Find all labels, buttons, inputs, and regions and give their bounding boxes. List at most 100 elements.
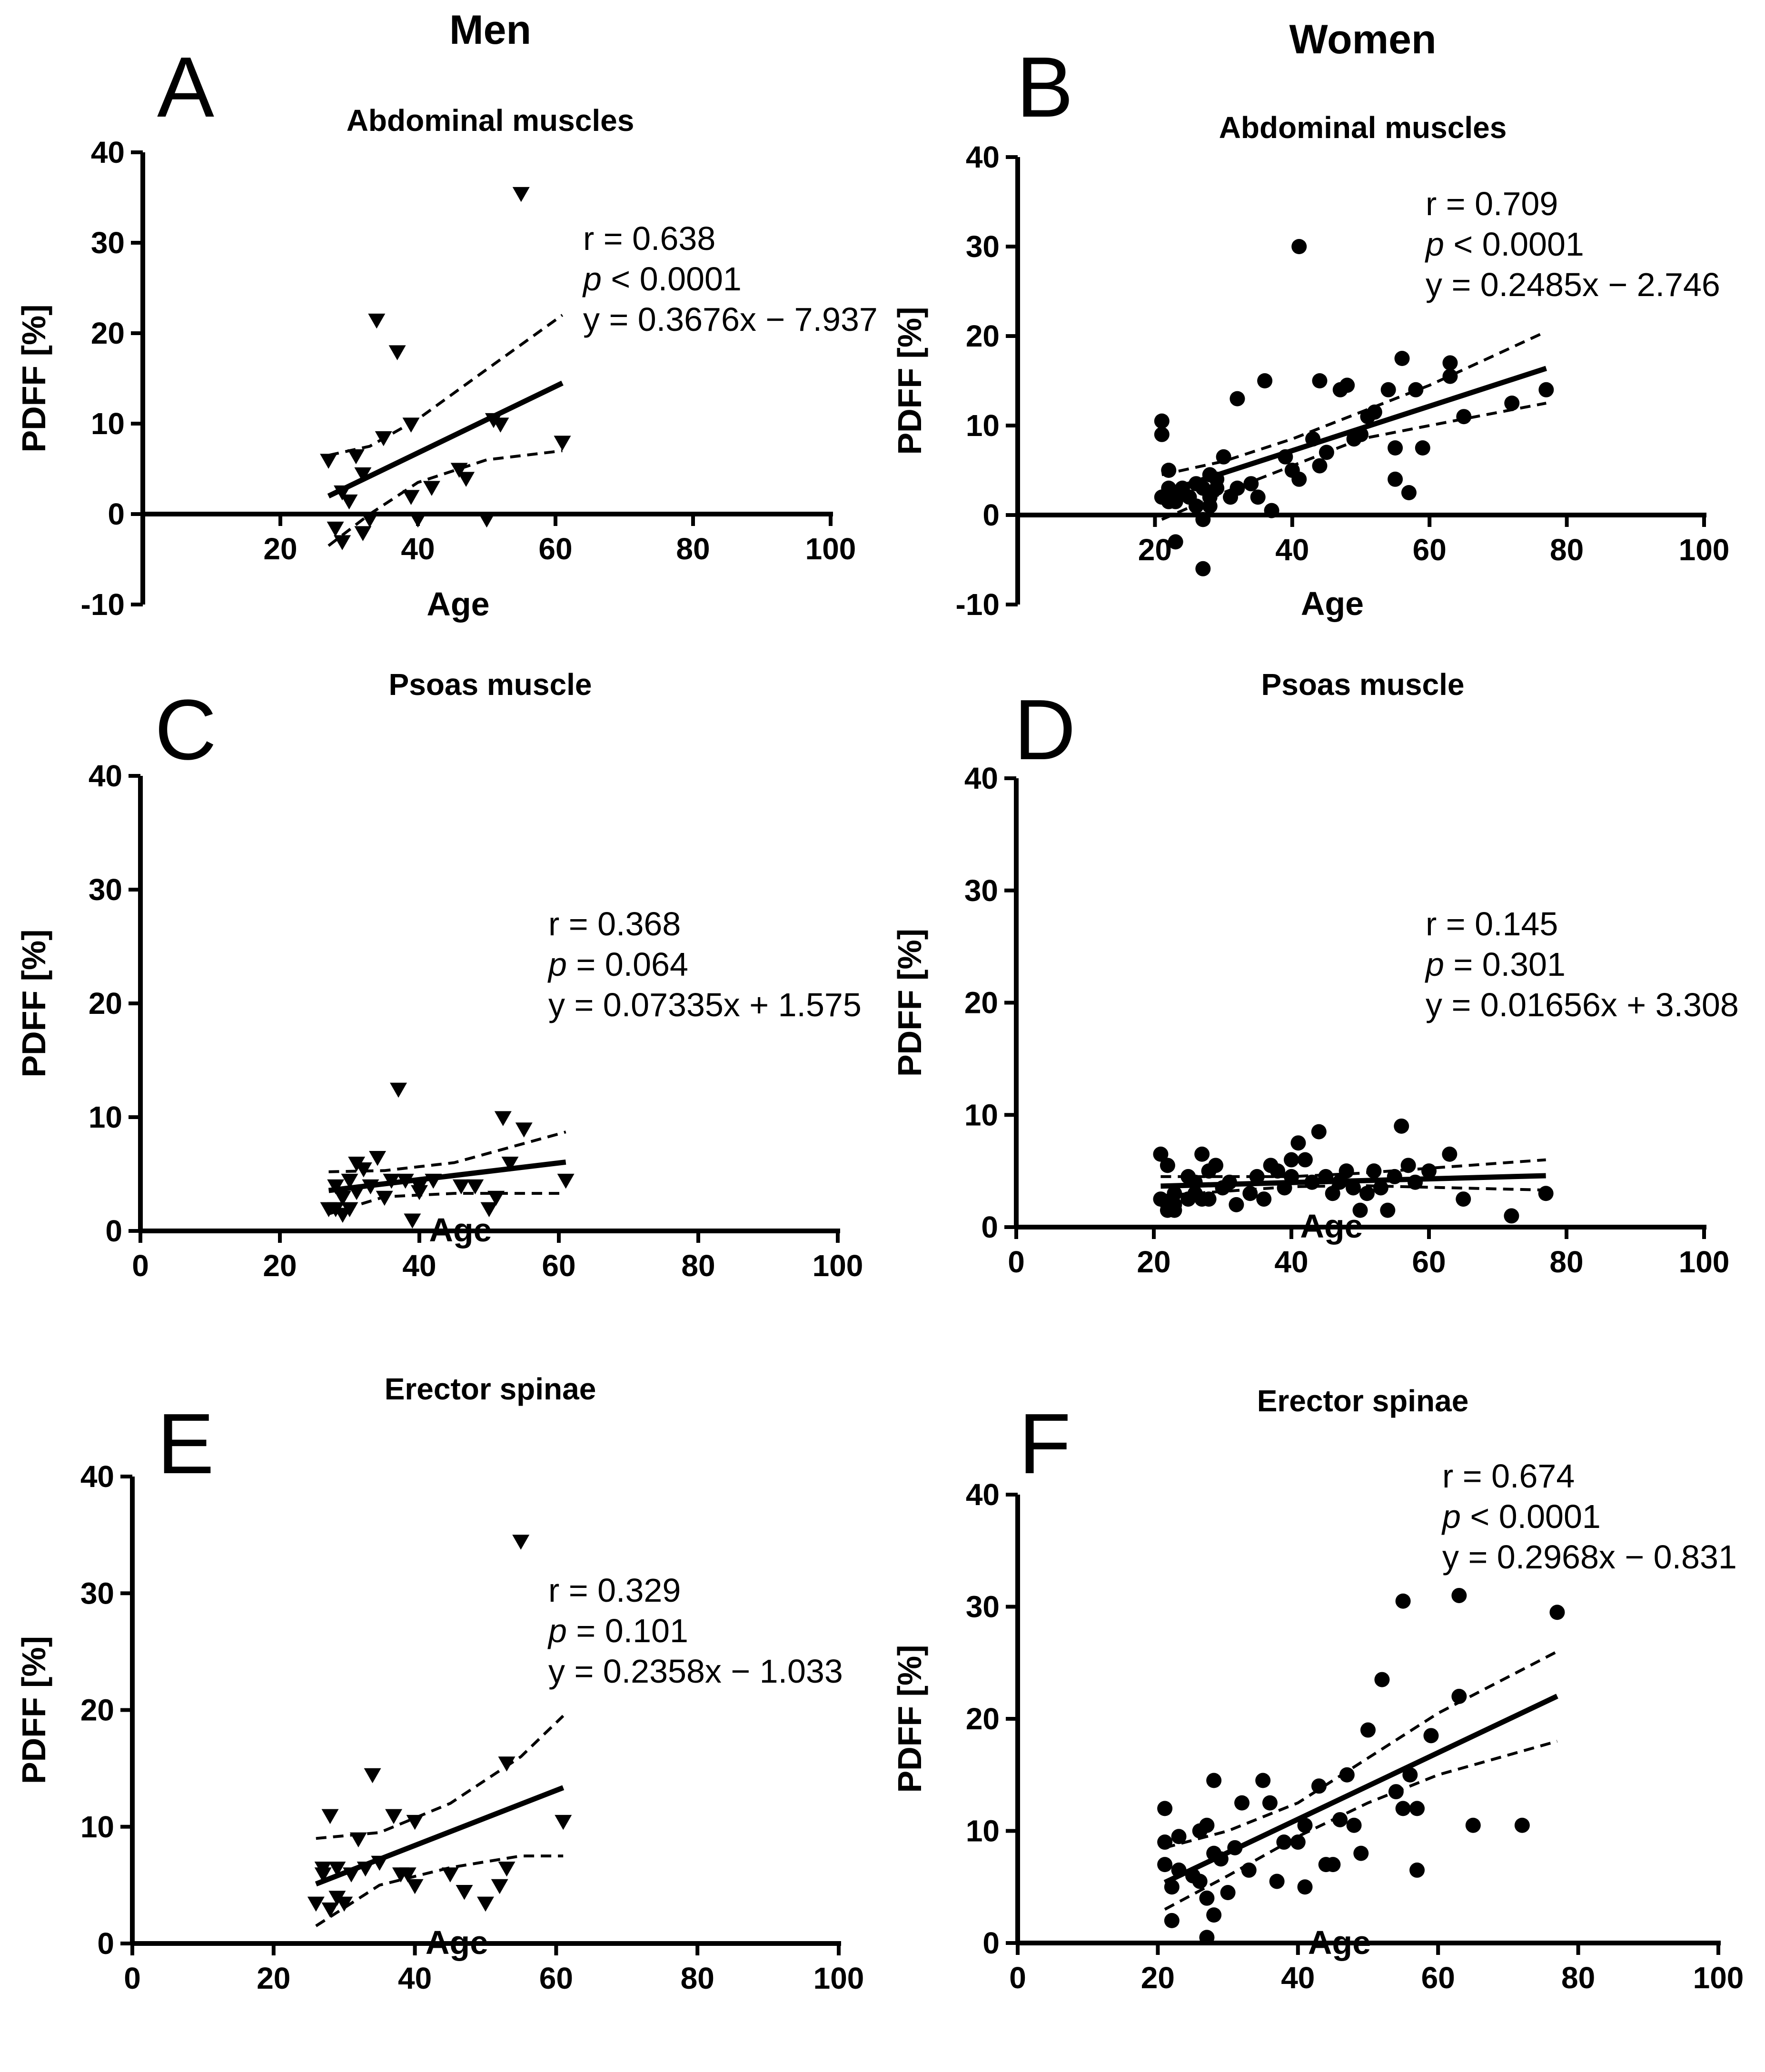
data-point bbox=[321, 1902, 339, 1918]
y-tick-label: 30 bbox=[966, 1590, 1000, 1624]
data-point bbox=[385, 1809, 403, 1824]
y-tick-label: -10 bbox=[81, 587, 125, 622]
data-point bbox=[1456, 1191, 1471, 1207]
data-point bbox=[402, 490, 420, 505]
data-point bbox=[1187, 1174, 1203, 1190]
data-point bbox=[491, 1879, 508, 1894]
x-tick-label: 20 bbox=[1137, 1245, 1170, 1279]
data-point bbox=[1213, 1851, 1229, 1867]
data-point bbox=[512, 187, 530, 202]
data-point bbox=[1164, 1879, 1180, 1895]
data-point bbox=[1199, 1817, 1215, 1833]
y-axis-title: PDFF [%] bbox=[15, 929, 52, 1077]
ci-upper-band bbox=[328, 1130, 566, 1173]
data-point bbox=[1227, 1840, 1243, 1855]
data-point bbox=[1249, 1169, 1265, 1184]
stat-equation: y = 0.2968x − 0.831 bbox=[1442, 1538, 1737, 1576]
data-point bbox=[1380, 382, 1396, 397]
panel-title: Psoas muscle bbox=[389, 667, 592, 702]
data-point bbox=[1311, 1124, 1327, 1140]
data-point bbox=[1221, 1174, 1237, 1190]
data-point bbox=[477, 1896, 494, 1912]
data-point bbox=[1408, 1174, 1423, 1190]
data-point bbox=[1202, 498, 1218, 514]
column-title-women: Women bbox=[1289, 17, 1437, 62]
data-point bbox=[492, 417, 509, 433]
data-point bbox=[1171, 1862, 1187, 1878]
stat-r: r = 0.638 bbox=[583, 220, 715, 257]
data-point bbox=[441, 1867, 459, 1883]
x-tick-label: 40 bbox=[1274, 1245, 1308, 1279]
data-point bbox=[1269, 1874, 1285, 1889]
x-tick-label: 80 bbox=[1550, 533, 1584, 567]
data-point bbox=[376, 1190, 393, 1206]
y-tick-label: 30 bbox=[966, 229, 1000, 264]
data-point bbox=[348, 1185, 366, 1200]
data-point bbox=[1400, 1158, 1416, 1173]
y-tick-label: 0 bbox=[97, 1926, 114, 1961]
data-point bbox=[364, 1768, 381, 1784]
y-axis-title: PDFF [%] bbox=[15, 304, 52, 452]
stat-r: r = 0.329 bbox=[548, 1572, 681, 1609]
column-title-men: Men bbox=[449, 7, 531, 53]
ci-lower-band bbox=[1160, 1184, 1546, 1197]
y-tick-label: 10 bbox=[80, 1810, 114, 1844]
data-point bbox=[320, 454, 337, 469]
data-point bbox=[1451, 1688, 1467, 1704]
data-point bbox=[1195, 561, 1211, 576]
data-point bbox=[349, 1832, 367, 1848]
data-point bbox=[512, 1535, 530, 1550]
data-point bbox=[388, 345, 406, 360]
data-point bbox=[1388, 471, 1403, 487]
x-tick-label: 100 bbox=[813, 1249, 863, 1283]
data-point bbox=[1305, 431, 1321, 447]
data-point bbox=[409, 512, 426, 528]
y-tick-label: 30 bbox=[91, 226, 125, 260]
data-point bbox=[1352, 1202, 1368, 1218]
data-point bbox=[1157, 1801, 1173, 1816]
panel-A: A Abdominal muscles -10 0 10 20 30 40 20 40 60 80 10… bbox=[15, 40, 878, 623]
x-tick-label: 100 bbox=[1693, 1961, 1744, 1995]
x-tick-label: 40 bbox=[398, 1961, 432, 1995]
data-point bbox=[362, 1179, 379, 1195]
data-point bbox=[1325, 1186, 1340, 1201]
data-point bbox=[1164, 1913, 1180, 1928]
y-tick-label: 10 bbox=[91, 406, 125, 441]
data-point bbox=[328, 1861, 346, 1877]
stat-equation: y = 0.2485x − 2.746 bbox=[1426, 266, 1720, 303]
x-axis-title: Age bbox=[1300, 1208, 1363, 1245]
ci-lower-band bbox=[328, 1192, 566, 1216]
data-point bbox=[1256, 1191, 1272, 1207]
stat-p: p = 0.101 bbox=[547, 1612, 688, 1649]
data-point bbox=[1504, 1208, 1519, 1224]
data-point bbox=[1366, 1163, 1382, 1179]
x-tick-label: 40 bbox=[401, 532, 435, 566]
x-tick-label: 100 bbox=[1679, 1245, 1730, 1279]
data-point bbox=[452, 1179, 470, 1195]
data-point bbox=[334, 535, 351, 550]
data-point bbox=[1465, 1817, 1481, 1833]
y-tick-label: 0 bbox=[982, 498, 1000, 532]
data-point bbox=[1153, 1146, 1169, 1162]
data-point bbox=[1346, 1180, 1361, 1196]
ci-upper-band bbox=[1164, 1650, 1558, 1849]
ci-upper-band bbox=[328, 314, 564, 457]
data-point bbox=[1451, 1587, 1467, 1603]
data-point bbox=[1415, 440, 1430, 456]
data-point bbox=[1188, 498, 1204, 514]
data-point bbox=[1291, 239, 1307, 254]
data-point bbox=[1242, 1186, 1258, 1201]
data-point bbox=[383, 1173, 400, 1189]
data-point bbox=[1216, 449, 1231, 465]
data-point bbox=[1318, 1169, 1334, 1184]
data-point bbox=[1201, 1191, 1217, 1207]
y-tick-label: 20 bbox=[964, 986, 998, 1020]
x-axis-title: Age bbox=[426, 1924, 488, 1961]
data-point bbox=[1229, 1197, 1244, 1212]
stat-r: r = 0.674 bbox=[1442, 1457, 1575, 1495]
data-point bbox=[1276, 1834, 1292, 1850]
stat-p: p < 0.0001 bbox=[1441, 1498, 1601, 1535]
data-point bbox=[501, 1157, 519, 1172]
data-point bbox=[1168, 494, 1183, 509]
data-point bbox=[1297, 1817, 1313, 1833]
